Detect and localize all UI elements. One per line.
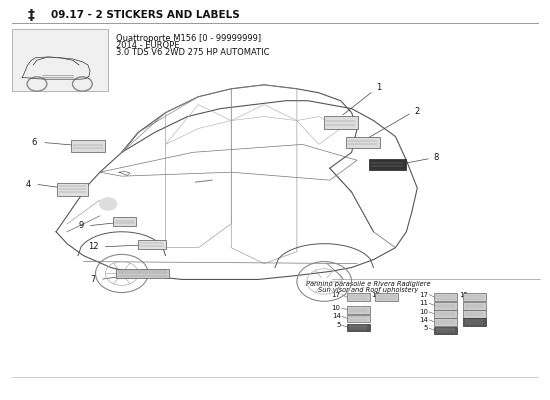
FancyBboxPatch shape	[463, 318, 486, 326]
Text: 10: 10	[332, 305, 340, 311]
Text: 10: 10	[419, 309, 428, 315]
FancyBboxPatch shape	[346, 315, 370, 322]
Text: 2014 - EUROPE: 2014 - EUROPE	[116, 41, 180, 50]
FancyBboxPatch shape	[71, 140, 105, 152]
FancyBboxPatch shape	[434, 302, 457, 310]
FancyBboxPatch shape	[434, 318, 457, 326]
Text: 17: 17	[332, 292, 340, 298]
Circle shape	[100, 198, 117, 210]
FancyBboxPatch shape	[463, 302, 486, 310]
FancyBboxPatch shape	[113, 218, 136, 226]
Text: 6: 6	[31, 138, 37, 147]
FancyBboxPatch shape	[116, 269, 169, 278]
FancyBboxPatch shape	[463, 293, 486, 301]
Text: 14: 14	[332, 313, 340, 319]
FancyBboxPatch shape	[434, 327, 457, 334]
Text: 1: 1	[376, 84, 382, 92]
Text: Sun visor and Roof upholstery: Sun visor and Roof upholstery	[318, 286, 418, 293]
FancyBboxPatch shape	[369, 159, 405, 170]
FancyBboxPatch shape	[138, 240, 166, 249]
Text: 15: 15	[459, 292, 468, 298]
FancyBboxPatch shape	[12, 29, 108, 91]
Text: 09.17 - 2 STICKERS AND LABELS: 09.17 - 2 STICKERS AND LABELS	[51, 10, 239, 20]
Text: ‡: ‡	[28, 8, 35, 22]
Text: 8: 8	[434, 152, 439, 162]
Text: 4: 4	[25, 180, 30, 189]
Text: 7: 7	[90, 275, 96, 284]
Text: Quattroporte M156 [0 - 99999999]: Quattroporte M156 [0 - 99999999]	[116, 34, 261, 43]
Text: 5: 5	[424, 325, 428, 331]
Text: 3.0 TDS V6 2WD 275 HP AUTOMATIC: 3.0 TDS V6 2WD 275 HP AUTOMATIC	[116, 48, 270, 57]
FancyBboxPatch shape	[346, 293, 370, 301]
FancyBboxPatch shape	[324, 116, 358, 129]
Text: 17: 17	[419, 292, 428, 298]
Text: 15: 15	[371, 292, 380, 298]
Text: Pannino parasoile e Rivera Radigliere: Pannino parasoile e Rivera Radigliere	[306, 281, 430, 287]
FancyBboxPatch shape	[434, 293, 457, 301]
FancyBboxPatch shape	[57, 182, 88, 196]
FancyBboxPatch shape	[346, 324, 370, 331]
Text: 9: 9	[78, 221, 84, 230]
Text: 11: 11	[419, 300, 428, 306]
Text: 2: 2	[415, 106, 420, 116]
FancyBboxPatch shape	[434, 310, 457, 318]
Text: 5: 5	[336, 322, 340, 328]
FancyBboxPatch shape	[345, 137, 379, 148]
Text: 14: 14	[419, 317, 428, 323]
FancyBboxPatch shape	[463, 310, 486, 318]
FancyBboxPatch shape	[346, 306, 370, 314]
FancyBboxPatch shape	[375, 293, 398, 301]
Text: 12: 12	[88, 242, 98, 251]
